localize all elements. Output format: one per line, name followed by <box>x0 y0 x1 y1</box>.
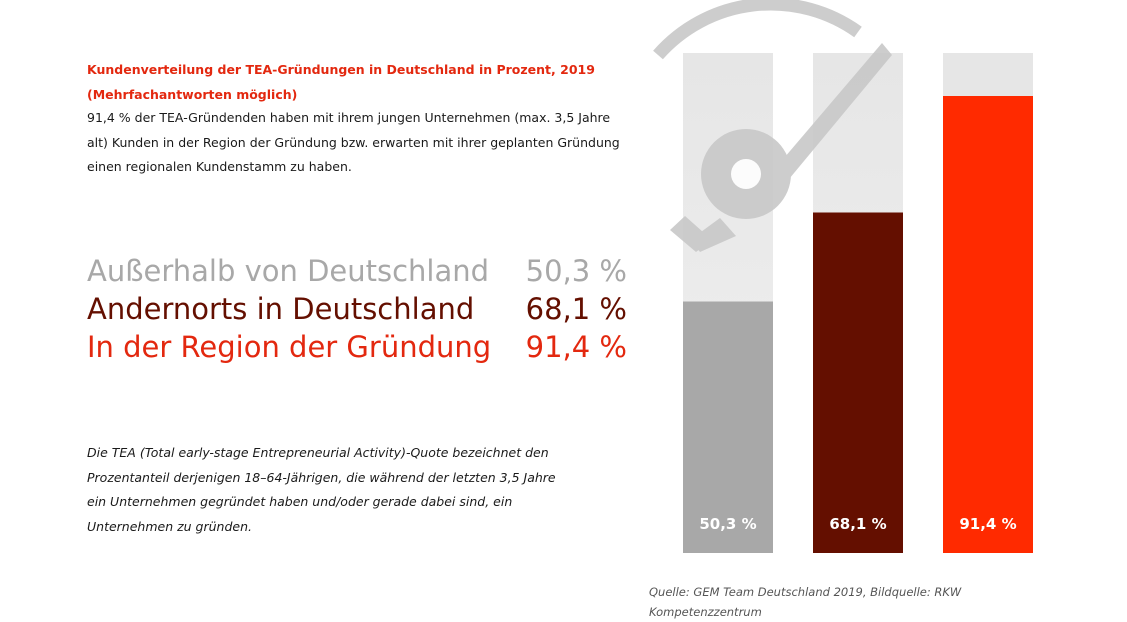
bar-ausserhalb <box>683 301 773 553</box>
source-note: Quelle: GEM Team Deutschland 2019, Bildq… <box>649 585 962 619</box>
tea-definition-note: Die TEA (Total early-stage Entrepreneuri… <box>87 441 567 539</box>
note-line-2: Prozentanteil derjenigen 18–64-Jährigen,… <box>87 469 556 485</box>
intro-line-3: einen regionalen Kundenstamm zu haben. <box>87 159 352 174</box>
bar-andernorts <box>813 212 903 553</box>
bar-value-labels: 50,3 % 68,1 % 91,4 % <box>699 515 1016 533</box>
legend-value: 68,1 % <box>525 292 627 326</box>
chart-title-line-1: Kundenverteilung der TEA-Gründungen in D… <box>87 62 595 77</box>
gauge-icon <box>653 0 892 252</box>
bar-region <box>943 96 1033 553</box>
legend-label: In der Region der Gründung <box>87 330 492 364</box>
legend-label: Andernorts in Deutschland <box>87 292 475 326</box>
bar-value-label-andernorts: 68,1 % <box>829 515 886 533</box>
intro-line-1: 91,4 % der TEA-Gründenden haben mit ihre… <box>87 110 611 125</box>
legend: Außerhalb von Deutschland 50,3 % Anderno… <box>87 252 627 366</box>
intro-text: 91,4 % der TEA-Gründenden haben mit ihre… <box>87 106 647 180</box>
legend-item-andernorts: Andernorts in Deutschland 68,1 % <box>87 290 627 328</box>
chart-title: Kundenverteilung der TEA-Gründungen in D… <box>87 58 647 107</box>
bar-value-label-region: 91,4 % <box>959 515 1016 533</box>
legend-item-ausserhalb: Außerhalb von Deutschland 50,3 % <box>87 252 627 290</box>
legend-value: 91,4 % <box>525 330 627 364</box>
note-line-3: ein Unternehmen gegründet haben und/oder… <box>87 494 513 509</box>
legend-value: 50,3 % <box>525 254 627 288</box>
note-line-4: Unternehmen zu gründen. <box>87 518 252 534</box>
legend-label: Außerhalb von Deutschland <box>87 254 490 288</box>
bars <box>683 96 1033 553</box>
bar-chart: 50,3 % 68,1 % 91,4 % <box>653 0 1033 553</box>
legend-item-region: In der Region der Gründung 91,4 % <box>87 328 627 366</box>
chart-title-line-2: (Mehrfachantworten möglich) <box>87 86 298 102</box>
note-line-1: Die TEA (Total early-stage Entrepreneuri… <box>87 445 549 460</box>
bar-value-label-ausserhalb: 50,3 % <box>699 515 756 533</box>
intro-line-2: alt) Kunden in der Region der Gründung b… <box>87 134 620 150</box>
